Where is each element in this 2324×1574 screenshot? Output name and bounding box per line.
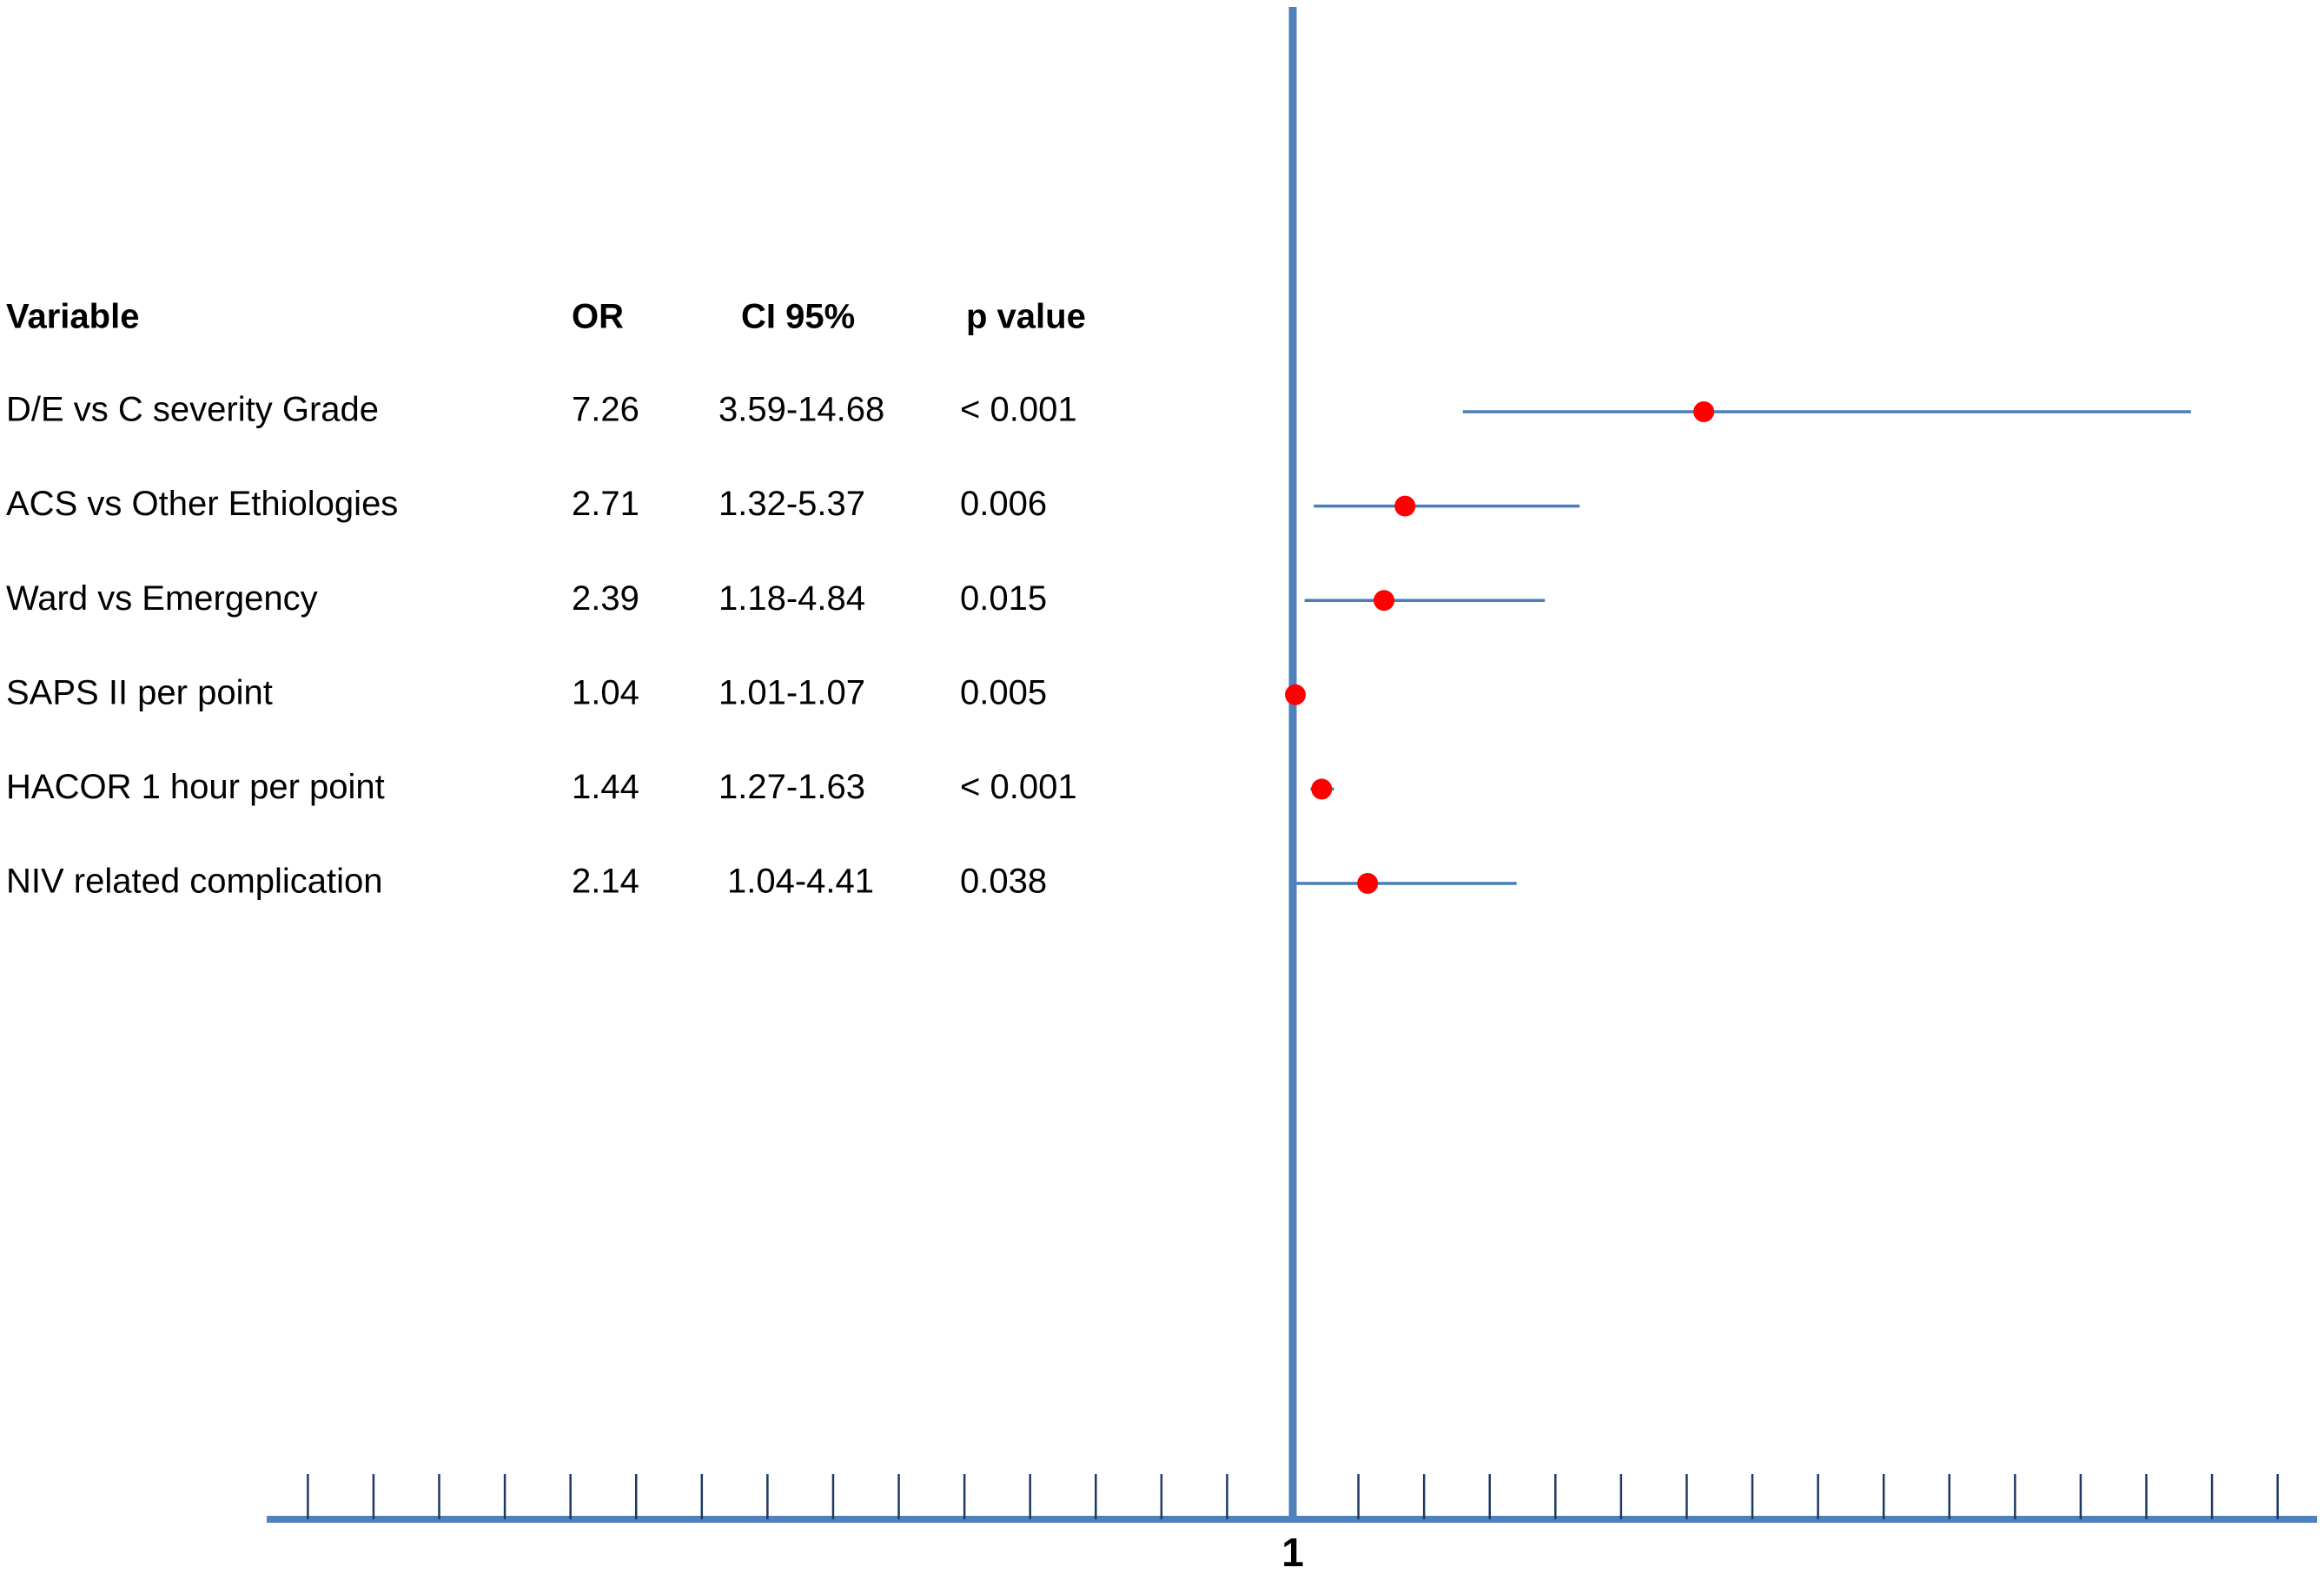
p-value: < 0.001 <box>960 391 1077 429</box>
p-value: < 0.001 <box>960 768 1077 806</box>
ci-label: 3.59-14.68 <box>718 391 884 429</box>
or-point <box>1693 401 1715 422</box>
p-value: 0.015 <box>960 579 1047 618</box>
variable-label: ACS vs Other Ethiologies <box>6 485 398 523</box>
variable-label: SAPS II per point <box>6 673 273 711</box>
ci-label: 1.01-1.07 <box>718 673 865 711</box>
or-value: 7.26 <box>572 391 639 429</box>
or-value: 1.04 <box>572 673 639 711</box>
ci-label: 1.27-1.63 <box>718 768 865 806</box>
or-value: 2.39 <box>572 579 639 618</box>
p-value: 0.006 <box>960 485 1047 523</box>
variable-label: NIV related complication <box>6 863 383 901</box>
or-point <box>1285 684 1307 705</box>
reference-label: 1 <box>1281 1530 1304 1574</box>
or-value: 2.71 <box>572 485 639 523</box>
column-header: p value <box>966 298 1086 336</box>
ci-label: 1.32-5.37 <box>718 485 865 523</box>
column-header: CI 95% <box>741 298 855 336</box>
or-point <box>1374 590 1395 612</box>
or-value: 1.44 <box>572 768 639 806</box>
column-header: OR <box>572 298 624 336</box>
variable-label: HACOR 1 hour per point <box>6 768 385 806</box>
or-point <box>1311 778 1333 800</box>
variable-label: D/E vs C severity Grade <box>6 391 379 429</box>
variable-label: Ward vs Emergency <box>6 579 318 618</box>
or-point <box>1357 873 1379 894</box>
ci-label: 1.18-4.84 <box>718 579 865 618</box>
ci-label: 1.04-4.41 <box>727 863 874 901</box>
or-value: 2.14 <box>572 863 639 901</box>
column-header: Variable <box>6 298 139 336</box>
or-point <box>1394 495 1416 517</box>
p-value: 0.005 <box>960 673 1047 711</box>
p-value: 0.038 <box>960 863 1047 901</box>
